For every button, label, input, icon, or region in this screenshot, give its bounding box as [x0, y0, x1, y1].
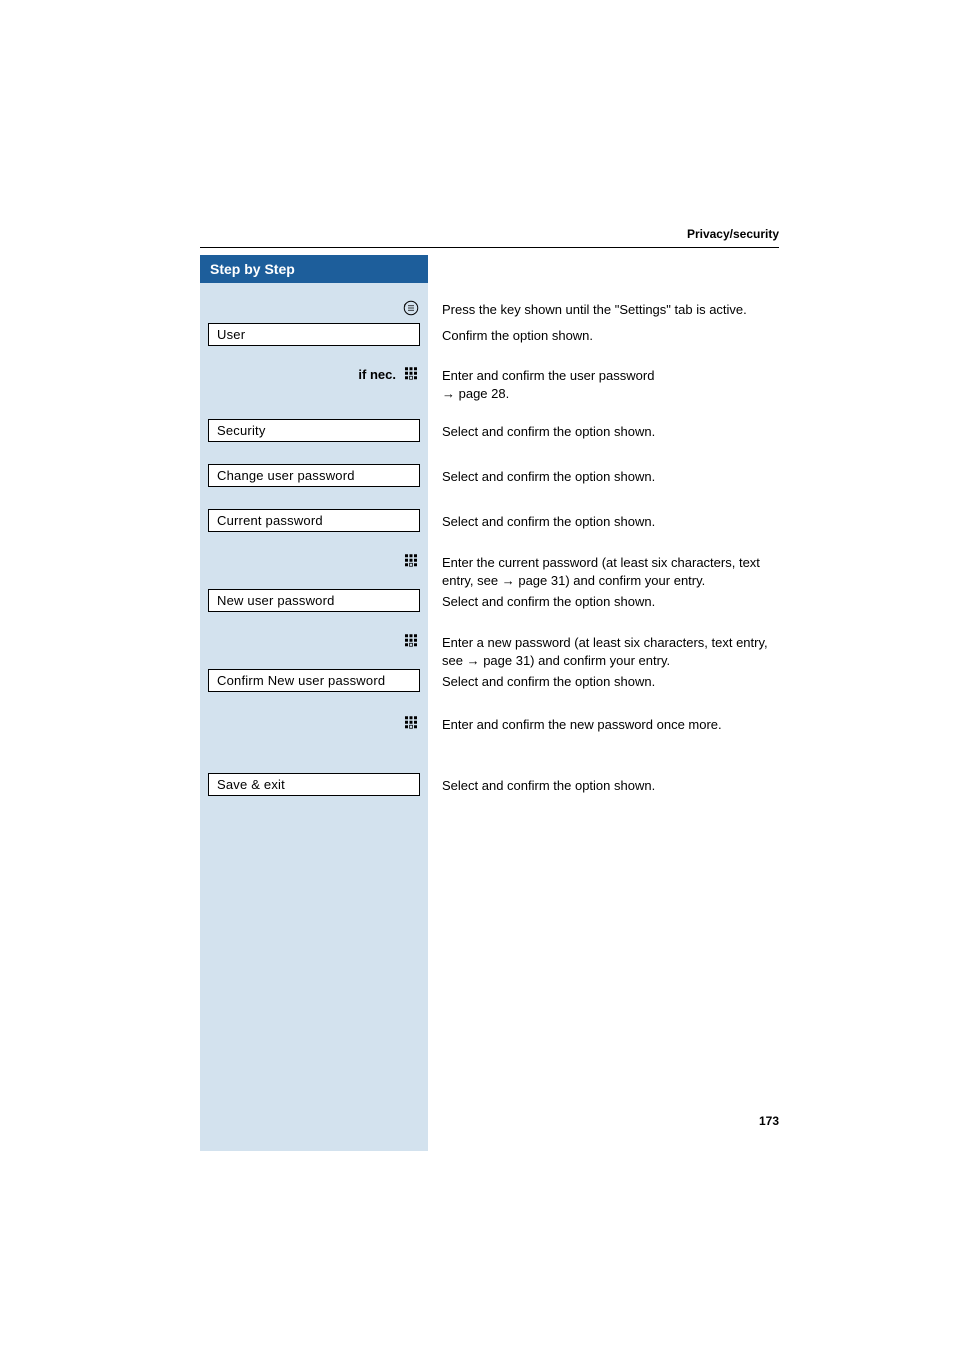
- instr-enter-new-pw: Enter a new password (at least six chara…: [442, 634, 779, 669]
- instr-select-confirm-4: Select and confirm the option shown.: [442, 593, 779, 611]
- instr-confirm-option: Confirm the option shown.: [442, 327, 779, 345]
- page-ref-28: page 28.: [455, 386, 509, 401]
- option-row-user: User: [200, 323, 428, 346]
- keypad-icon: [402, 365, 420, 383]
- instr-select-confirm-5: Select and confirm the option shown.: [442, 673, 779, 691]
- if-nec-label: if nec.: [358, 367, 396, 382]
- keypad-row-3: [402, 714, 420, 732]
- option-new-pw: New user password: [208, 589, 420, 612]
- page-ref-31a: page 31) and confirm your entry.: [515, 573, 706, 588]
- if-nec-row: if nec.: [358, 365, 420, 383]
- arrow-icon: →: [467, 653, 480, 668]
- option-row-confirm-new-pw: Confirm New user password: [200, 669, 428, 692]
- option-confirm-new-pw: Confirm New user password: [208, 669, 420, 692]
- option-security: Security: [208, 419, 420, 442]
- keypad-row-1: [402, 552, 420, 570]
- instr-enter-current-pw: Enter the current password (at least six…: [442, 554, 779, 589]
- option-user: User: [208, 323, 420, 346]
- instr-press-key: Press the key shown until the "Settings"…: [442, 301, 779, 319]
- manual-page: Privacy/security Step by Step User: [0, 0, 954, 1351]
- instr-select-confirm-2: Select and confirm the option shown.: [442, 468, 779, 486]
- arrow-icon: →: [442, 386, 455, 401]
- keypad-row-2: [402, 632, 420, 650]
- instr-select-confirm-6: Select and confirm the option shown.: [442, 777, 779, 795]
- option-change-pw: Change user password: [208, 464, 420, 487]
- instr-select-confirm-1: Select and confirm the option shown.: [442, 423, 779, 441]
- page-number: 173: [759, 1114, 779, 1128]
- instr-enter-confirm-once-more: Enter and confirm the new password once …: [442, 716, 779, 734]
- step-sidebar: Step by Step User if nec.: [200, 255, 428, 1151]
- option-row-current-pw: Current password: [200, 509, 428, 532]
- option-row-security: Security: [200, 419, 428, 442]
- page-ref-31b: page 31) and confirm your entry.: [480, 653, 671, 668]
- instructions-column: Press the key shown until the "Settings"…: [428, 255, 779, 1151]
- instr-enter-confirm-pw: Enter and confirm the user password → pa…: [442, 367, 779, 402]
- keypad-icon: [402, 552, 420, 570]
- instr-enter-pw-text: Enter and confirm the user password: [442, 368, 654, 383]
- option-row-new-pw: New user password: [200, 589, 428, 612]
- instr-select-confirm-3: Select and confirm the option shown.: [442, 513, 779, 531]
- settings-key-icon-svg: [402, 299, 420, 317]
- option-row-save-exit: Save & exit: [200, 773, 428, 796]
- keypad-icon: [402, 714, 420, 732]
- page-header: Privacy/security: [200, 225, 779, 248]
- arrow-icon: →: [502, 573, 515, 588]
- header-section-label: Privacy/security: [687, 227, 779, 241]
- option-save-exit: Save & exit: [208, 773, 420, 796]
- sidebar-title: Step by Step: [200, 255, 428, 283]
- option-current-pw: Current password: [208, 509, 420, 532]
- settings-key-icon: [402, 299, 420, 317]
- option-row-change-pw: Change user password: [200, 464, 428, 487]
- content-area: Step by Step User if nec.: [200, 255, 779, 1151]
- keypad-icon: [402, 632, 420, 650]
